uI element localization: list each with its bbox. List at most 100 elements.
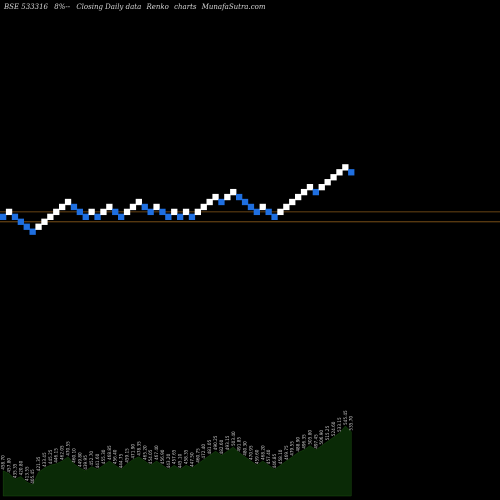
renko-brick-down [70,203,78,211]
renko-brick-up [330,174,337,181]
volume-label: 441.60 [95,453,100,468]
renko-brick-up [300,188,308,196]
renko-brick-up [324,179,331,186]
volume-label: 449.80 [77,452,82,467]
renko-brick-down [147,208,154,216]
volume-label: 459.15 [125,448,130,463]
renko-brick-down [159,208,166,216]
renko-brick-up [5,208,13,216]
volume-label: 470.55 [66,441,71,456]
renko-brick-up [212,193,219,201]
renko-brick-down [76,208,83,216]
renko-brick-up [123,208,131,216]
renko-brick-down [177,213,184,220]
volume-label: 460.75 [195,448,200,463]
renko-brick-down [265,208,272,216]
renko-brick-down [118,213,125,220]
volume-label: 469.75 [284,445,289,460]
renko-brick-down [236,193,243,201]
renko-brick-up [64,198,72,206]
renko-brick-up [230,188,237,196]
renko-brick-up [171,208,178,216]
renko-brick-down [17,218,24,225]
renko-brick-down [348,169,355,176]
volume-label: 468.85 [107,445,112,460]
volume-area-path [2,425,352,497]
volume-label: 457.40 [266,449,271,464]
volume-label: 413.55 [24,466,29,481]
renko-brick-up [224,193,231,201]
volume-label: 445.25 [48,449,53,464]
volume-label: 481.05 [207,439,212,454]
volume-label: 444.75 [119,453,124,468]
volume-label: 460.10 [71,448,76,463]
volume-label: 471.90 [130,444,135,459]
renko-brick-down [247,203,255,211]
renko-brick-up [295,193,302,201]
renko-brick-down [253,208,260,216]
volume-label: 457.65 [172,449,177,464]
renko-brick-up [47,213,54,220]
volume-label: 446.15 [54,448,59,463]
volume-label: 443.20 [166,453,171,468]
renko-brick-up [200,203,207,211]
volume-label: 455.30 [101,449,106,464]
renko-brick-up [35,223,42,230]
volume-label: 493.15 [225,435,230,450]
renko-brick-down [271,213,278,220]
renko-brick-up [206,198,213,206]
renko-brick-up [129,203,137,211]
renko-brick-up [182,208,190,216]
volume-label: 458.70 [1,455,6,470]
volume-label: 433.45 [42,452,47,467]
renko-brick-up [289,198,296,206]
volume-label: 454.05 [148,449,153,464]
volume-label: 491.85 [237,437,242,452]
volume-label: 435.35 [12,463,17,478]
volume-label: 545.45 [343,410,348,425]
volume-label: 456.90 [160,449,165,464]
volume-label: 465.20 [142,445,147,460]
renko-brick-down [165,213,172,220]
renko-brick-up [135,198,142,206]
volume-label: 421.35 [36,456,41,471]
renko-brick-down [94,213,101,220]
renko-brick-down [112,208,119,216]
header-description: Closing Daily data [76,3,141,11]
volume-label: 480.30 [243,441,248,456]
renko-brick-up [53,208,60,216]
header-change: 8%-- [54,3,70,11]
renko-brick-up [41,218,48,225]
renko-brick-down [0,213,7,220]
renko-brick-up [100,208,107,216]
volume-label: 496.35 [302,434,307,449]
volume-label: 458.35 [184,449,189,464]
volume-label: 488.90 [296,437,301,452]
volume-label: 478.35 [136,441,141,456]
renko-brick-up [106,203,113,211]
volume-label: 447.50 [189,452,194,467]
volume-label: 459.60 [254,449,259,464]
volume-label: 497.45 [313,434,318,449]
volume-label: 467.40 [154,445,159,460]
volume-label: 452.70 [89,451,94,466]
volume-label: 506.90 [319,430,324,445]
renko-brick-up [283,203,290,211]
renko-brick-down [312,188,319,196]
renko-brick-up [342,164,349,171]
renko-brick-up [318,184,325,191]
renko-brick-up [59,203,66,211]
volume-label: 458.10 [278,449,283,464]
volume-label: 446.85 [272,453,277,468]
volume-label: 490.25 [213,435,218,450]
renko-brick-down [241,198,249,206]
volume-label: 468.20 [260,445,265,460]
header-chart-kind: Renko [146,3,169,11]
volume-labels: 458.70 457.80 435.35 420.80 413.55 405.45421.… [1,410,354,484]
header-symbol: BSE 533316 [3,3,49,11]
renko-brick-down [218,198,225,206]
volume-label: 457.80 [7,458,12,473]
volume-label: 503.40 [231,431,236,446]
